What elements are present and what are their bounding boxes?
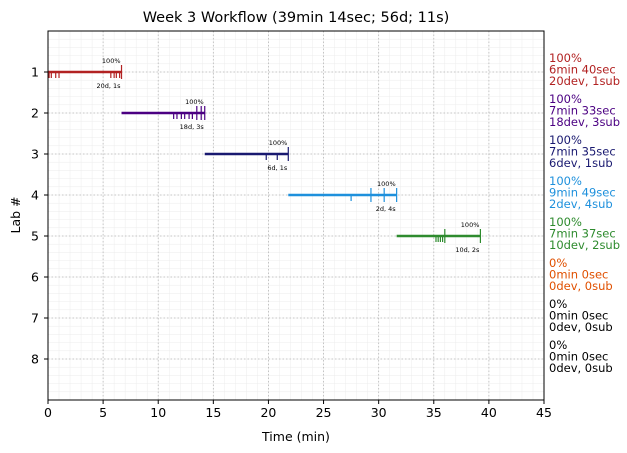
lab-summary-line: 100%: [549, 92, 582, 106]
x-tick-label: 20: [260, 405, 276, 420]
lab-summary: 0% 0min 0sec 0dev, 0sub: [549, 256, 613, 293]
lab-bar-group: 100% 6d, 1s: [204, 139, 289, 172]
lab-bar-group: 100% 2d, 4s: [288, 180, 398, 213]
lab-summary-line: 0min 0sec: [549, 268, 608, 282]
lab-summary: 100% 7min 33sec 18dev, 3sub: [549, 92, 620, 129]
lab-bar-group: 100% 20d, 1s: [48, 57, 123, 90]
lab-bar-group: 100% 18d, 3s: [121, 98, 206, 131]
lab-summary-line: 20dev, 1sub: [549, 74, 620, 88]
y-axis: 1 2 3 4 5 6 7 8: [31, 65, 48, 367]
lab-summary-line: 10dev, 2sub: [549, 238, 620, 252]
x-axis: 0 5 10 15 20 25 30 35 40 45: [44, 400, 552, 420]
lab-summary-line: 100%: [549, 133, 582, 147]
lab-bar-percent: 100%: [102, 57, 121, 65]
lab-summary-line: 18dev, 3sub: [549, 115, 620, 129]
lab-bar-counts: 18d, 3s: [180, 123, 205, 131]
lab-summary-line: 0dev, 0sub: [549, 320, 613, 334]
lab-summary: 100% 9min 49sec 2dev, 4sub: [549, 174, 616, 211]
lab-bar-counts: 2d, 4s: [376, 205, 397, 213]
x-tick-label: 0: [44, 405, 52, 420]
lab-summary: 100% 6min 40sec 20dev, 1sub: [549, 51, 620, 88]
timeline-bars: 100% 20d, 1s 100% 18d, 3s 100% 6d, 1s 100% 2d, …: [48, 57, 482, 254]
x-tick-label: 35: [426, 405, 442, 420]
lab-summary-line: 6dev, 1sub: [549, 156, 613, 170]
lab-bar-percent: 100%: [269, 139, 288, 147]
x-tick-label: 10: [150, 405, 166, 420]
lab-summary-line: 9min 49sec: [549, 186, 616, 200]
lab-summary: 100% 7min 35sec 6dev, 1sub: [549, 133, 616, 170]
lab-summary-line: 0%: [549, 256, 567, 270]
lab-bar-counts: 10d, 2s: [455, 246, 480, 254]
chart-title: Week 3 Workflow (39min 14sec; 56d; 11s): [143, 10, 450, 26]
y-tick-label: 2: [31, 106, 39, 121]
y-tick-label: 8: [31, 352, 39, 367]
y-axis-label: Lab #: [8, 196, 23, 233]
lab-summary-line: 7min 35sec: [549, 145, 616, 159]
lab-bar-percent: 100%: [377, 180, 396, 188]
lab-summary-line: 6min 40sec: [549, 63, 616, 77]
lab-summary-line: 0min 0sec: [549, 350, 608, 364]
lab-summary-line: 0min 0sec: [549, 309, 608, 323]
lab-summary-line: 2dev, 4sub: [549, 197, 613, 211]
x-tick-label: 25: [316, 405, 332, 420]
lab-summary-line: 0dev, 0sub: [549, 279, 613, 293]
y-tick-label: 4: [31, 188, 39, 203]
y-tick-label: 7: [31, 311, 39, 326]
y-tick-label: 5: [31, 229, 39, 244]
lab-summary-line: 100%: [549, 174, 582, 188]
y-tick-label: 1: [31, 65, 39, 80]
lab-bar-counts: 6d, 1s: [267, 164, 288, 172]
x-tick-label: 40: [481, 405, 497, 420]
lab-bar-counts: 20d, 1s: [96, 82, 121, 90]
x-axis-label: Time (min): [261, 429, 330, 444]
x-tick-label: 30: [371, 405, 387, 420]
x-tick-label: 45: [536, 405, 552, 420]
lab-summary-line: 7min 37sec: [549, 227, 616, 241]
lab-summary: 0% 0min 0sec 0dev, 0sub: [549, 297, 613, 334]
lab-bar-percent: 100%: [461, 221, 480, 229]
lab-summary: 100% 7min 37sec 10dev, 2sub: [549, 215, 620, 252]
lab-summary-line: 7min 33sec: [549, 104, 616, 118]
x-tick-label: 15: [205, 405, 221, 420]
grid: [47, 30, 545, 401]
lab-bar-percent: 100%: [185, 98, 204, 106]
y-tick-label: 6: [31, 270, 39, 285]
lab-summary-line: 100%: [549, 215, 582, 229]
lab-summary-line: 0dev, 0sub: [549, 361, 613, 375]
lab-summary-line: 100%: [549, 51, 582, 65]
x-tick-label: 5: [99, 405, 107, 420]
lab-summary: 0% 0min 0sec 0dev, 0sub: [549, 338, 613, 375]
lab-bar-group: 100% 10d, 2s: [396, 221, 482, 254]
plot-frame: [47, 30, 545, 401]
lab-summary-line: 0%: [549, 297, 567, 311]
lab-summary-line: 0%: [549, 338, 567, 352]
y-tick-label: 3: [31, 147, 39, 162]
